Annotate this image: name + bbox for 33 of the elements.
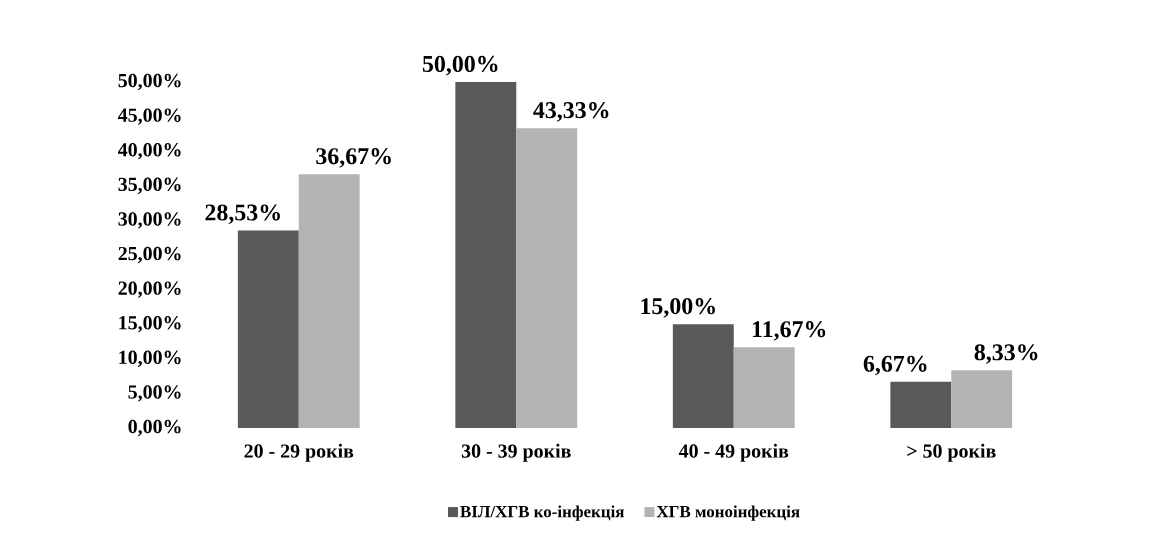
x-tick-label: > 50 років: [907, 443, 996, 462]
bar: [237, 230, 299, 428]
data-label: 8,33%: [974, 344, 1038, 364]
y-tick-label: 5,00%: [128, 385, 181, 402]
bar: [298, 174, 360, 428]
data-label: 11,67%: [752, 321, 826, 341]
y-tick-label: 50,00%: [118, 73, 181, 91]
y-tick-label: 30,00%: [118, 212, 181, 229]
bar: [890, 381, 952, 428]
y-tick-label: 0,00%: [128, 419, 181, 437]
data-label: 6,67%: [863, 355, 927, 376]
legend-label: ВІЛ/ХГВ ко-інфекція: [460, 505, 624, 521]
y-tick-label: 10,00%: [119, 350, 181, 367]
data-label: 43,33%: [533, 102, 609, 122]
bar: [951, 370, 1013, 428]
data-label: 15,00%: [641, 298, 715, 318]
y-tick-label: 20,00%: [118, 281, 181, 298]
y-tick-label: 45,00%: [118, 108, 181, 125]
data-label: 28,53%: [205, 204, 280, 225]
data-label: 50,00%: [422, 55, 498, 76]
y-tick-label: 35,00%: [118, 177, 181, 194]
x-tick-label: 40 - 49 років: [678, 443, 789, 462]
x-tick-label: 20 - 29 років: [244, 443, 354, 462]
bar: [516, 128, 578, 428]
bar: [672, 324, 734, 428]
y-tick-label: 25,00%: [118, 246, 181, 264]
data-label: 36,67%: [316, 148, 391, 168]
legend-label: ХГВ моноінфекція: [656, 505, 800, 521]
y-tick-label: 15,00%: [119, 316, 181, 333]
y-tick-label: 40,00%: [118, 143, 181, 160]
bar: [733, 347, 795, 428]
x-tick-label: 30 - 39 років: [461, 443, 571, 462]
bar: [455, 81, 517, 428]
